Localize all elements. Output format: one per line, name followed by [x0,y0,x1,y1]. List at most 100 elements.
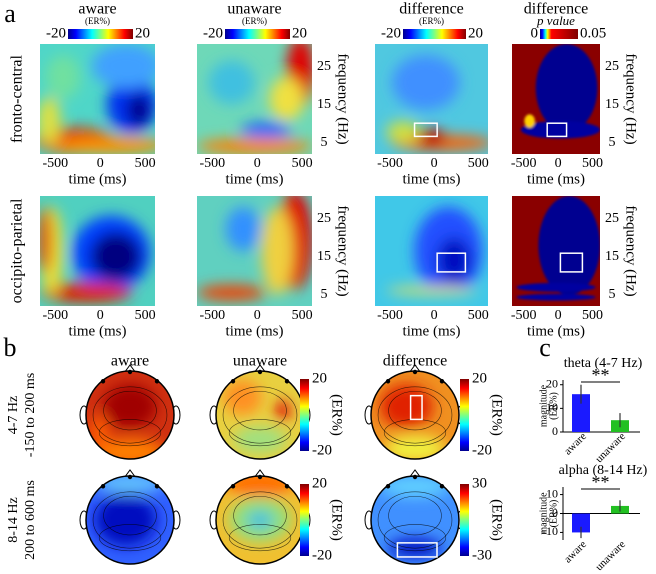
x-tick-label: aware [562,538,589,565]
x-tick-label: 500 [468,156,489,171]
x-tick-label: aware [562,430,589,457]
colorbar-label: -20 [46,25,66,41]
heatmap [197,44,312,154]
electrode-marker [100,379,106,384]
colorbar [460,379,469,451]
map-blob [520,121,600,139]
topo-image [86,371,174,459]
y-axis-label: (ER%) [548,392,559,420]
heatmap-image [375,44,488,154]
y-tick-label: 15 [605,97,619,112]
x-axis-label: time (ms) [226,323,284,339]
electrode-marker [257,474,263,480]
topo-image [86,476,174,564]
y-tick-label: 25 [317,211,331,226]
colorbar-label: -20 [312,442,332,458]
colorbar-label: 0.05 [580,25,606,41]
colorbar-label: 20 [292,25,307,41]
column-title: unaware [227,1,281,18]
x-tick-label: -500 [377,308,403,323]
contour [228,524,292,552]
contour [98,524,162,552]
x-tick-label: -500 [511,156,537,171]
y-tick-label: 25 [605,59,619,74]
y-tick-label: 0 [552,505,558,519]
column-unit: (ER%) [419,16,444,26]
map-blobs [40,44,155,154]
x-tick-label: 500 [292,156,313,171]
y-tick-label: 10 [546,486,558,500]
panel-label: b [4,333,17,362]
map-blob [417,128,446,147]
map-blob [261,207,294,295]
heatmap-image [40,44,155,154]
colorbar-unit: (ER%) [489,499,505,541]
x-axis-label: time (ms) [69,323,127,339]
map-blobs [516,196,600,301]
map-blob [379,476,451,498]
roi-box [436,252,467,273]
x-tick-label: 0 [254,156,261,171]
x-tick-label: 0 [254,308,261,323]
x-axis-label: time (ms) [403,323,461,339]
map-blob [225,207,261,251]
y-axis-label: magnitude [538,492,549,535]
electrode-marker [127,474,133,480]
annotation: ** [592,365,610,385]
heatmap-image [512,196,600,306]
panel-label: c [539,333,551,362]
contour [233,390,287,431]
contour [222,386,298,444]
row-label: occipito-parietal [9,198,26,303]
panel-label: a [4,0,16,28]
electrode-marker [385,484,391,489]
heatmap-image [375,196,488,306]
colorbar-label: 20 [312,475,327,491]
topoplot [209,364,311,460]
electrode-marker [257,369,263,375]
colorbar [300,379,309,451]
contour [228,419,292,447]
map-blob [40,282,132,303]
y-tick-label: 15 [317,97,331,112]
x-tick-label: -500 [42,156,68,171]
y-tick-label: 25 [317,59,331,74]
x-tick-label: unaware [593,538,628,573]
electrode-marker [284,484,290,489]
map-blob [437,237,472,282]
topoplot [79,469,181,565]
map-blob [379,384,433,429]
contour [222,491,298,549]
colorbar [540,29,578,39]
x-tick-label: 0 [97,156,104,171]
colorbar-label: -20 [381,25,401,41]
map-blob [538,196,600,295]
colorbar-label: 20 [472,370,487,386]
x-axis-label: time (ms) [403,171,461,187]
column-unit: (ER%) [242,16,267,26]
heatmap [40,196,155,306]
row-label: 4-7 Hz [6,396,21,435]
x-axis-label: time (ms) [527,323,585,339]
map-blob [246,511,274,529]
map-blob [127,93,151,127]
map-blobs [386,55,488,151]
map-blob [40,207,52,273]
colorbar-unit: (ER%) [489,394,505,436]
map-blob [91,44,155,88]
electrode-marker [439,379,445,384]
x-tick-label: -500 [199,308,225,323]
topo-image [371,371,459,459]
map-blob [197,138,312,154]
topoplot [209,469,311,565]
map-blob [269,77,304,121]
y-axis-label: frequency (Hz) [623,205,639,296]
y-axis-label: frequency (Hz) [335,205,351,296]
heatmap [512,44,600,154]
heatmap [512,196,600,306]
column-title: unaware [233,353,287,370]
x-tick-label: 500 [582,156,603,171]
map-blob [208,60,255,105]
y-axis-label: (ER%) [548,500,559,528]
topoplot [364,469,466,565]
